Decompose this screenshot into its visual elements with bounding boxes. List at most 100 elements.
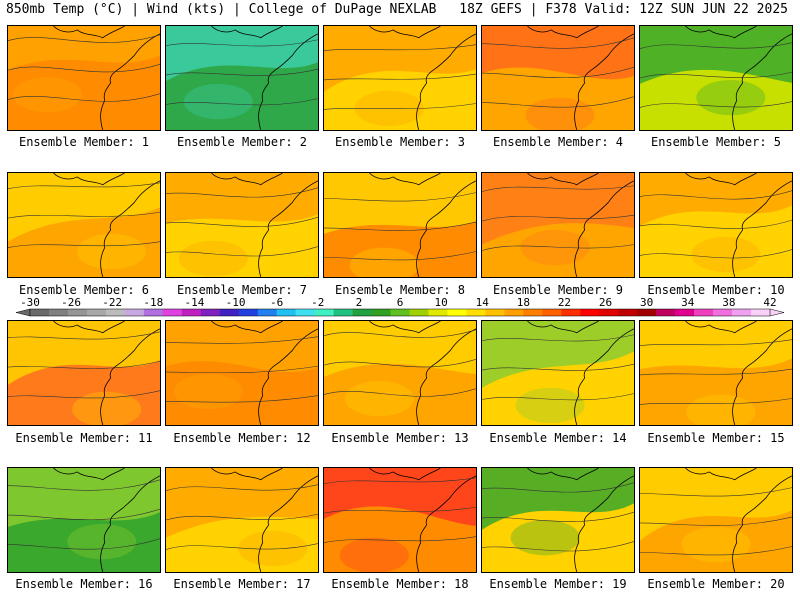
colorbar-tick-label: 34 [681,296,695,309]
temperature-colorbar: -30 -26 -22 -18 -14 -10 -6 -2 2 6 10 14 18 22 26 30 34 38… [0,296,800,324]
height-contour [324,44,476,51]
height-contour [8,390,160,399]
ensemble-member-label: Ensemble Member: 16 [15,577,153,591]
coastline [574,33,634,130]
temperature-field-patch [510,520,580,556]
height-contour [640,368,792,376]
height-contour [640,546,792,556]
colorbar-swatch [276,309,296,316]
height-contour [8,538,160,550]
height-contour [324,388,476,397]
ensemble-member-map [165,172,319,278]
temperature-field-secondary [166,173,318,224]
great-lakes-outline [211,468,283,481]
colorbar-swatch [694,309,714,316]
height-contour [324,103,476,110]
coastline [732,33,792,130]
coastline [258,328,318,425]
ensemble-member-label: Ensemble Member: 1 [18,135,150,149]
colorbar-tick-label: -22 [102,296,122,309]
colorbar-swatch [485,309,505,316]
temperature-field-patch [178,240,248,277]
ensemble-member-map [7,467,161,573]
ensemble-member-map [639,25,793,131]
height-contour [166,246,318,257]
colorbar-swatch [295,309,315,316]
temperature-field-secondary [324,173,476,234]
temperature-field-patch [681,526,751,563]
temperature-field-patch [520,229,590,266]
colorbar-tick-label: -2 [311,296,324,309]
colorbar-swatch [561,309,581,316]
height-contour [640,339,792,346]
ensemble-member-label: Ensemble Member: 7 [176,283,308,297]
temperature-field-secondary [324,468,476,526]
coastline [416,180,476,277]
coastline [416,475,476,572]
colorbar-swatch [124,309,145,316]
ensemble-member-label: Ensemble Member: 20 [647,577,785,591]
height-contour [482,334,634,342]
temperature-field-secondary [166,26,318,81]
temperature-field-secondary [640,26,792,84]
colorbar-swatch [599,309,619,316]
temperature-field-patch [691,236,761,273]
colorbar-swatch [333,309,353,316]
ensemble-member-label: Ensemble Member: 4 [492,135,624,149]
colorbar-swatch [542,309,562,316]
temperature-field-patch [344,380,414,417]
colorbar-swatch [504,309,524,316]
colorbar-swatch [30,309,50,316]
ensemble-member-map [165,467,319,573]
height-contour [640,398,792,405]
height-contour [324,536,476,543]
height-contour [8,360,160,369]
height-contour [166,365,318,374]
great-lakes-outline [685,26,757,39]
colorbar-swatch [219,309,240,316]
great-lakes-outline [53,321,125,334]
height-contour [166,216,318,227]
temperature-field-secondary [324,26,476,92]
colorbar-swatch [447,309,467,316]
colorbar-tick-label: 42 [763,296,776,309]
colorbar-tick-label: 38 [722,296,735,309]
colorbar-tick-label: -30 [20,296,40,309]
ensemble-member-label: Ensemble Member: 5 [650,135,782,149]
height-contour [640,190,792,200]
height-contour [166,336,318,344]
temperature-field-secondary [482,26,634,80]
height-contour [640,249,792,259]
height-contour [166,395,318,403]
temperature-field-patch [12,77,83,113]
ensemble-member-map [481,467,635,573]
temperature-field-patch [686,394,756,425]
height-contour [324,329,476,338]
colorbar-tick-label: -18 [143,296,163,309]
great-lakes-outline [369,321,441,334]
chart-title: 850mb Temp (°C) | Wind (kts) | College o… [6,2,437,17]
ensemble-member-map [481,172,635,278]
great-lakes-outline [53,173,125,186]
coastline [732,180,792,277]
colorbar-swatch [580,309,600,316]
coastline [732,475,792,572]
height-contour [482,214,634,222]
height-contour [640,42,792,49]
colorbar-min-arrow [15,308,31,317]
ensemble-member-label: Ensemble Member: 10 [647,283,785,297]
colorbar-swatch [428,309,448,316]
ensemble-member-label: Ensemble Member: 2 [176,135,308,149]
temperature-field-secondary [166,321,318,373]
temperature-field-patch [349,247,419,277]
ensemble-member-label: Ensemble Member: 11 [15,431,153,445]
colorbar-swatch [238,309,258,316]
colorbar-tick-label: 18 [517,296,530,309]
ensemble-member-map [481,25,635,131]
height-contour [8,479,160,491]
temperature-field-patch [696,79,766,116]
height-contour [324,477,476,484]
great-lakes-outline [685,468,757,481]
ensemble-member-map [639,467,793,573]
temperature-field-secondary [8,321,160,385]
